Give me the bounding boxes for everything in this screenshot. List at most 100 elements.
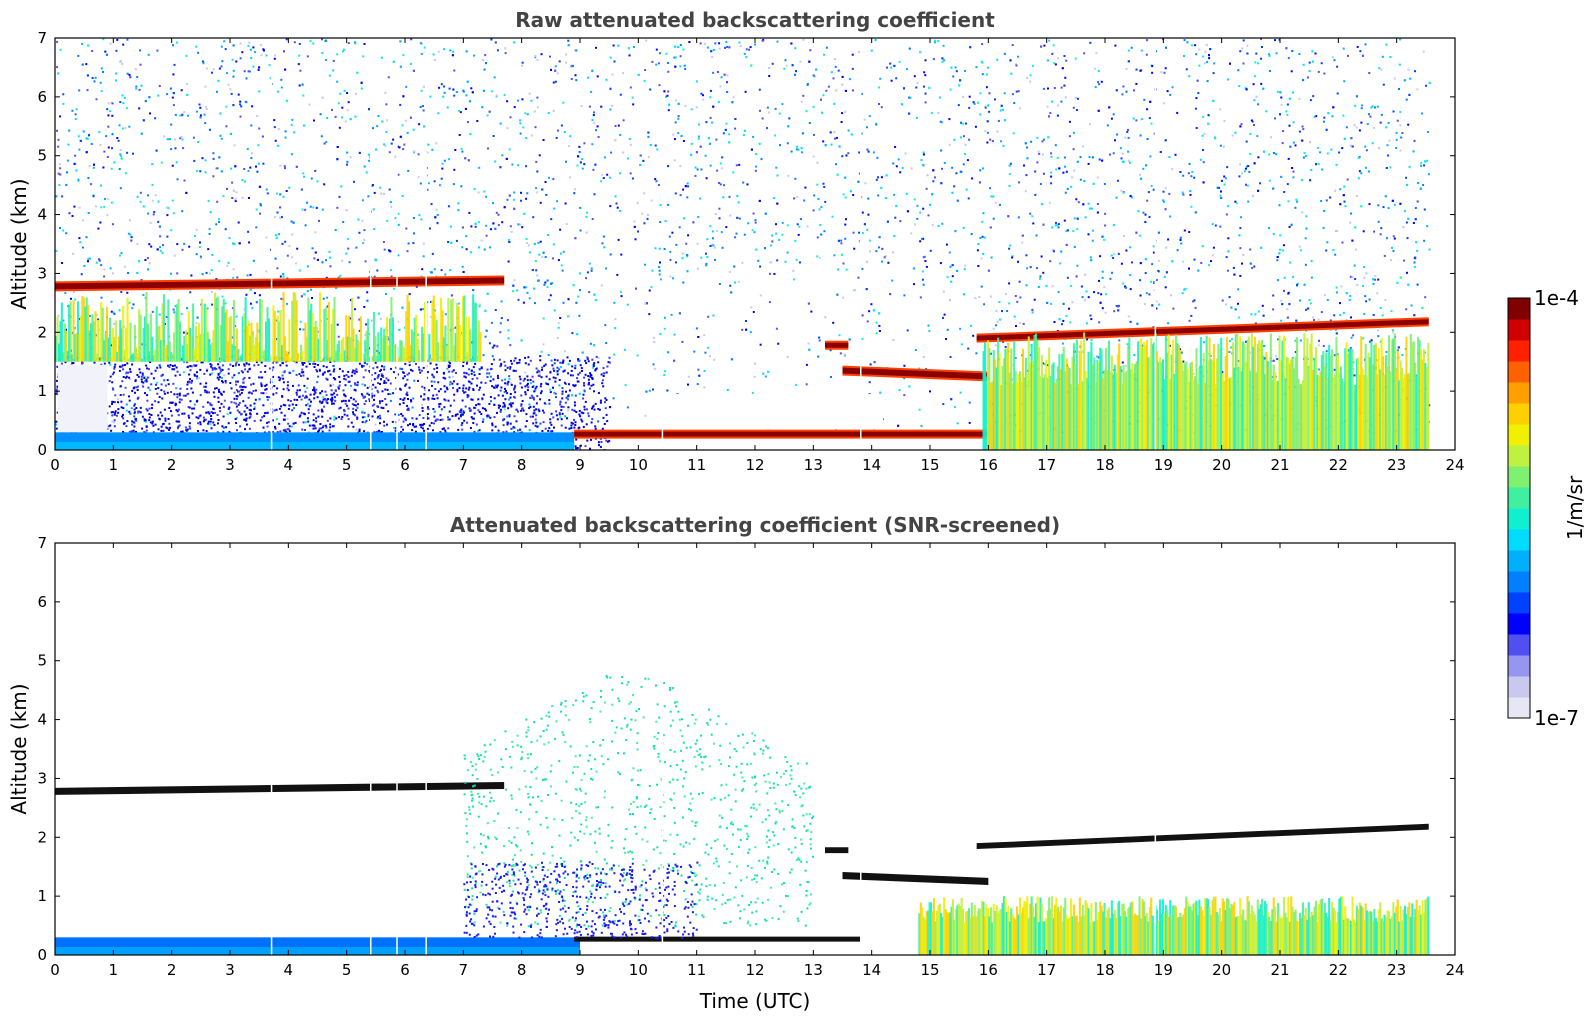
noise-pixel [829,131,832,134]
noise-pixel [836,173,839,176]
noise-pixel [433,268,436,271]
noise-pixel [199,241,201,244]
noise-pixel [136,195,139,198]
noise-pixel [1164,208,1167,211]
noise-pixel [346,92,349,94]
noise-pixel [1147,191,1150,194]
noise-pixel [578,392,581,395]
noise-pixel [322,396,325,399]
noise-pixel [893,235,896,237]
noise-pixel [1070,285,1073,287]
noise-pixel [666,389,669,392]
noise-pixel [274,257,277,260]
noise-pixel [290,124,293,126]
noise-pixel [1042,138,1045,141]
noise-pixel [1362,337,1365,340]
noise-pixel [309,205,312,208]
noise-pixel [964,143,967,146]
noise-pixel [1115,196,1118,199]
noise-pixel [383,143,386,146]
noise-pixel [1031,311,1034,314]
noise-pixel [1342,47,1345,50]
noise-pixel [249,302,252,305]
noise-pixel [1262,87,1265,90]
noise-pixel [1214,224,1217,227]
noise-pixel [321,96,324,99]
noise-pixel [687,185,690,188]
noise-pixel [924,92,927,95]
noise-pixel [1271,376,1274,379]
noise-pixel [706,238,709,241]
noise-pixel [105,53,108,56]
noise-pixel [461,246,464,249]
noise-pixel [698,123,701,126]
noise-pixel [62,102,65,105]
noise-pixel [1052,44,1055,47]
noise-pixel [1023,164,1025,167]
noise-pixel [371,404,374,407]
noise-pixel [1265,110,1268,113]
noise-pixel [768,111,770,114]
noise-pixel [1416,88,1419,91]
noise-pixel [939,262,942,265]
noise-pixel [1382,83,1385,86]
noise-pixel [321,415,324,418]
noise-pixel [507,329,510,332]
noise-pixel [787,125,790,128]
noise-pixel [56,66,59,69]
noise-pixel [1195,53,1198,56]
noise-pixel [314,231,317,234]
noise-pixel [878,236,881,239]
noise-pixel [709,89,712,92]
noise-pixel [690,108,693,111]
noise-pixel [389,201,392,203]
noise-pixel [292,422,295,425]
noise-pixel [357,403,359,406]
noise-pixel [626,406,629,409]
noise-pixel [989,295,992,298]
noise-pixel [124,127,127,130]
noise-pixel [242,385,245,388]
noise-pixel [521,98,524,101]
noise-pixel [519,122,522,125]
noise-pixel [461,150,464,153]
noise-pixel [954,66,957,69]
noise-pixel [282,275,285,278]
noise-pixel [841,83,844,86]
noise-pixel [1193,258,1196,261]
noise-pixel [557,326,560,329]
noise-pixel [127,272,130,274]
noise-pixel [338,195,341,198]
noise-pixel [483,68,486,71]
noise-pixel [448,376,451,379]
noise-pixel [1205,44,1208,47]
noise-pixel [579,206,582,209]
noise-pixel [1091,239,1094,242]
noise-pixel [422,109,425,112]
noise-pixel [654,144,657,147]
noise-pixel [1064,76,1067,79]
noise-pixel [250,57,253,60]
noise-pixel [1358,170,1361,173]
noise-pixel [549,55,551,58]
noise-pixel [669,275,672,278]
noise-pixel [628,54,631,57]
noise-pixel [1223,175,1226,178]
noise-pixel [1007,215,1010,218]
noise-pixel [106,156,109,158]
noise-pixel [1245,340,1248,343]
noise-pixel [1322,226,1325,229]
noise-pixel [199,106,202,109]
noise-pixel [1343,200,1346,203]
noise-pixel [938,96,941,99]
noise-pixel [923,85,925,88]
noise-pixel [301,428,304,431]
noise-pixel [229,132,232,135]
noise-pixel [241,196,244,199]
noise-pixel [322,297,325,300]
noise-pixel [1089,123,1092,126]
noise-pixel [549,294,552,297]
noise-pixel [377,115,380,117]
noise-pixel [358,151,361,154]
noise-pixel [87,44,89,47]
